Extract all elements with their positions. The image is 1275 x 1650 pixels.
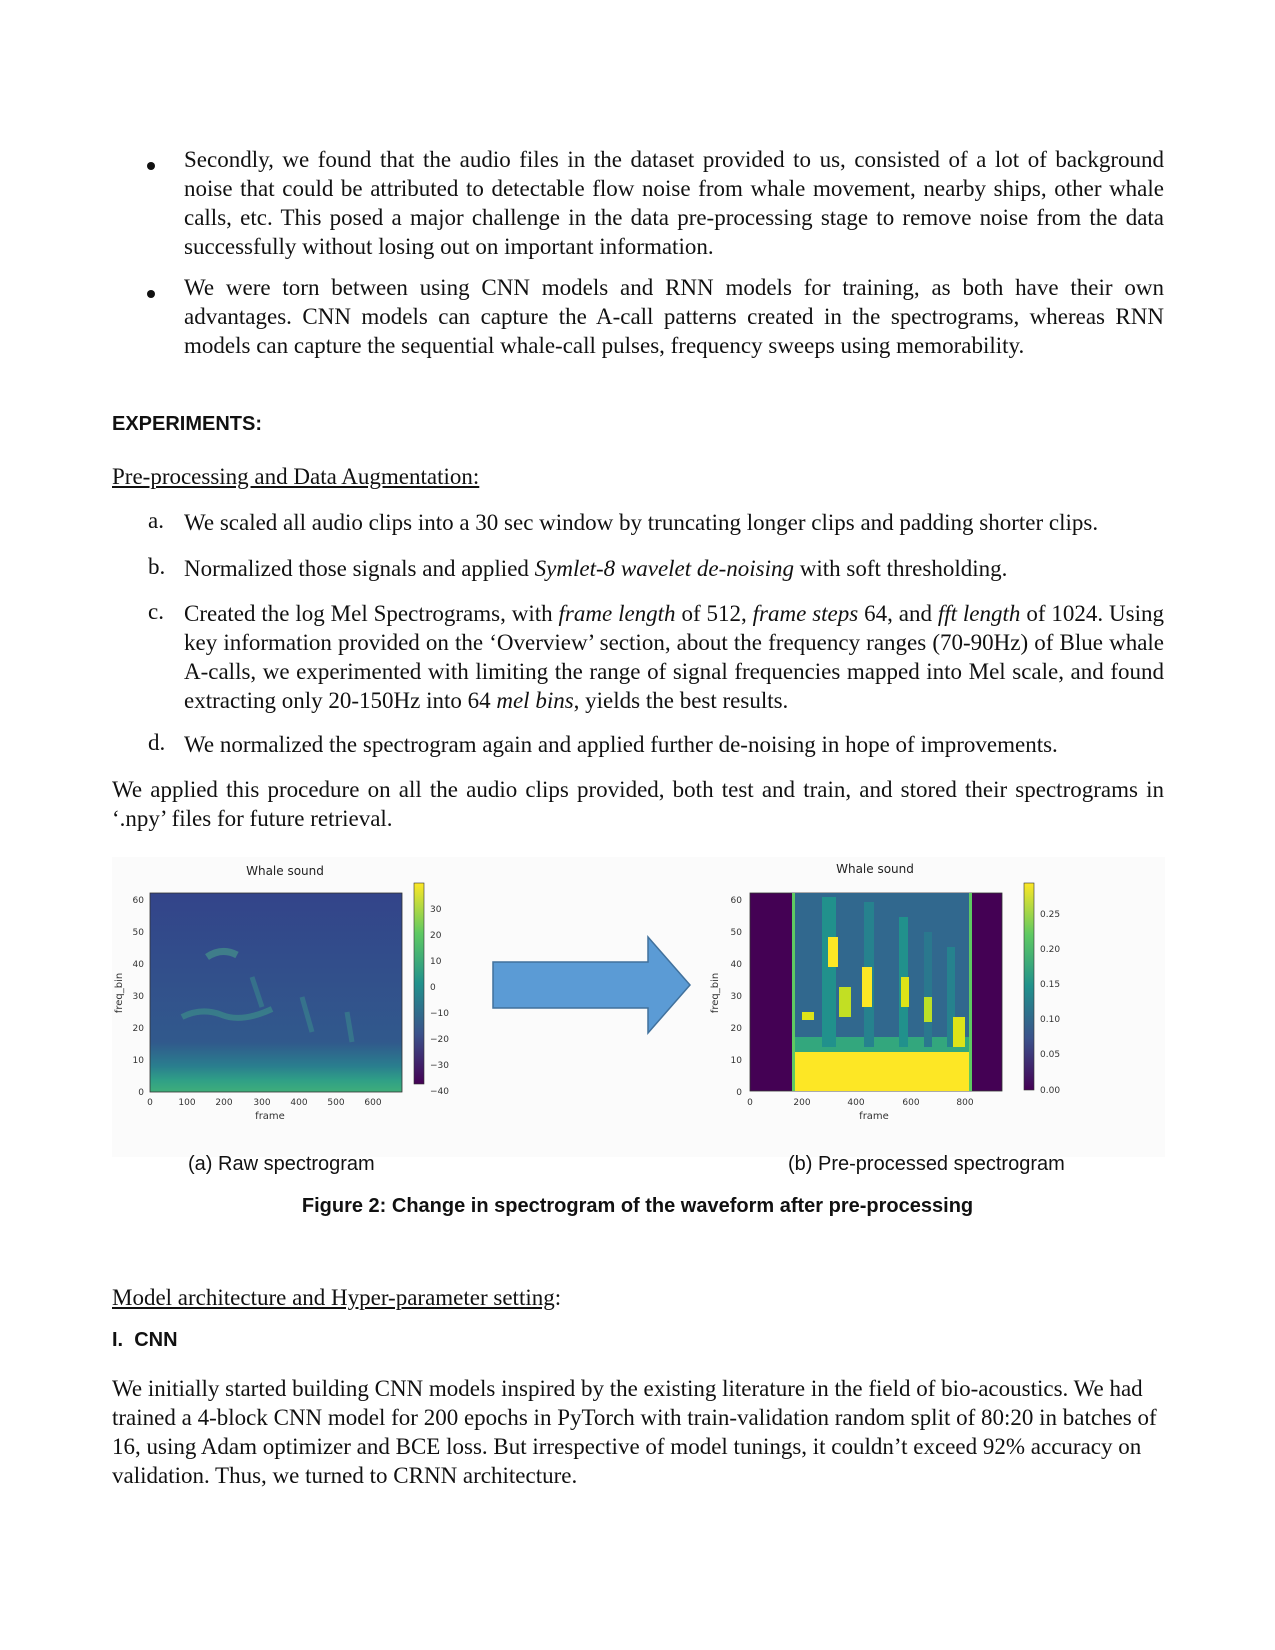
svg-text:0.10: 0.10 xyxy=(1040,1015,1060,1025)
raw-spectrogram-image xyxy=(149,892,403,1093)
svg-text:30: 30 xyxy=(133,992,145,1002)
subfigure-caption-b: (b) Pre-processed spectrogram xyxy=(788,1153,1065,1175)
left-colorbar-ticks: 30 20 10 0 −10 −20 −30 −40 xyxy=(430,905,449,1097)
paragraph: We applied this procedure on all the aud… xyxy=(112,777,1164,831)
svg-text:−30: −30 xyxy=(430,1061,449,1071)
cnn-heading: I. CNN xyxy=(112,1329,178,1351)
svg-text:50: 50 xyxy=(133,928,145,938)
right-xlabel: frame xyxy=(859,1111,889,1122)
svg-text:0: 0 xyxy=(736,1088,742,1098)
svg-text:10: 10 xyxy=(430,957,442,967)
svg-text:40: 40 xyxy=(731,960,743,970)
svg-text:0.15: 0.15 xyxy=(1040,980,1060,990)
left-xlabel: frame xyxy=(255,1111,285,1122)
svg-text:200: 200 xyxy=(215,1098,232,1108)
svg-text:0: 0 xyxy=(430,983,436,993)
list-marker: b. xyxy=(148,554,166,579)
svg-text:−20: −20 xyxy=(430,1035,449,1045)
svg-text:0.20: 0.20 xyxy=(1040,945,1060,955)
svg-text:10: 10 xyxy=(731,1056,743,1066)
left-colorbar xyxy=(413,882,425,1085)
svg-text:600: 600 xyxy=(902,1098,919,1108)
list-marker: d. xyxy=(148,730,166,755)
svg-text:800: 800 xyxy=(956,1098,973,1108)
list-marker: c. xyxy=(148,599,164,624)
right-yticks: 0 10 20 30 40 50 60 xyxy=(731,896,743,1098)
bullet-dot xyxy=(147,162,155,170)
figure-svg: Whale sound 0 10 20 30 40 50 60 freq_bin… xyxy=(114,862,1060,1122)
svg-text:−40: −40 xyxy=(430,1087,449,1097)
svg-text:10: 10 xyxy=(133,1056,145,1066)
svg-text:400: 400 xyxy=(290,1098,307,1108)
svg-text:0: 0 xyxy=(138,1088,144,1098)
svg-text:600: 600 xyxy=(364,1098,381,1108)
svg-text:100: 100 xyxy=(178,1098,195,1108)
left-xticks: 0 100 200 300 400 500 600 xyxy=(147,1098,382,1108)
svg-text:500: 500 xyxy=(327,1098,344,1108)
svg-text:20: 20 xyxy=(133,1024,145,1034)
svg-text:30: 30 xyxy=(731,992,743,1002)
svg-text:60: 60 xyxy=(133,896,145,906)
subsection-heading: Pre-processing and Data Augmentation: xyxy=(112,464,480,489)
right-arrow-icon xyxy=(492,935,691,1035)
list-item-text: We scaled all audio clips into a 30 sec … xyxy=(184,510,1099,535)
svg-text:0: 0 xyxy=(747,1098,753,1108)
right-ylabel: freq_bin xyxy=(710,973,721,1013)
left-panel-title: Whale sound xyxy=(246,864,324,878)
subsection-heading: Model architecture and Hyper-parameter s… xyxy=(112,1285,562,1310)
bullet-text: Secondly, we found that the audio files … xyxy=(184,147,1164,259)
left-ylabel: freq_bin xyxy=(114,973,125,1013)
list-item-text: Normalized those signals and applied Sym… xyxy=(184,556,1008,581)
svg-text:200: 200 xyxy=(793,1098,810,1108)
svg-text:0.00: 0.00 xyxy=(1040,1086,1060,1096)
bullet-dot xyxy=(147,290,155,298)
raw-spectrogram-features xyxy=(180,948,355,1043)
svg-text:60: 60 xyxy=(731,896,743,906)
svg-text:0: 0 xyxy=(147,1098,153,1108)
right-colorbar-ticks: 0.25 0.20 0.15 0.10 0.05 0.00 xyxy=(1040,910,1060,1096)
svg-text:40: 40 xyxy=(133,960,145,970)
svg-text:400: 400 xyxy=(847,1098,864,1108)
svg-text:−10: −10 xyxy=(430,1009,449,1019)
list-item-text: We normalized the spectrogram again and … xyxy=(184,732,1058,757)
subfigure-caption-a: (a) Raw spectrogram xyxy=(188,1153,375,1175)
bullet-text: We were torn between using CNN models an… xyxy=(184,275,1164,358)
preprocessed-spectrogram-features xyxy=(792,893,972,1091)
list-marker: a. xyxy=(148,508,164,533)
svg-text:20: 20 xyxy=(430,931,442,941)
left-yticks: 0 10 20 30 40 50 60 xyxy=(133,896,145,1098)
svg-text:0.05: 0.05 xyxy=(1040,1050,1060,1060)
section-heading: EXPERIMENTS: xyxy=(112,413,263,435)
figure-caption: Figure 2: Change in spectrogram of the w… xyxy=(301,1195,974,1217)
svg-text:30: 30 xyxy=(430,905,442,915)
list-item-text: Created the log Mel Spectrograms, with f… xyxy=(184,601,1164,713)
svg-text:50: 50 xyxy=(731,928,743,938)
svg-text:20: 20 xyxy=(731,1024,743,1034)
svg-text:300: 300 xyxy=(253,1098,270,1108)
right-panel-title: Whale sound xyxy=(836,862,914,876)
figure: Whale sound 0 10 20 30 40 50 60 freq_bin… xyxy=(112,857,1165,1157)
right-xticks: 0 200 400 600 800 xyxy=(747,1098,974,1108)
right-colorbar xyxy=(1023,882,1035,1091)
paragraph: We initially started building CNN models… xyxy=(112,1376,1157,1488)
svg-text:0.25: 0.25 xyxy=(1040,910,1060,920)
